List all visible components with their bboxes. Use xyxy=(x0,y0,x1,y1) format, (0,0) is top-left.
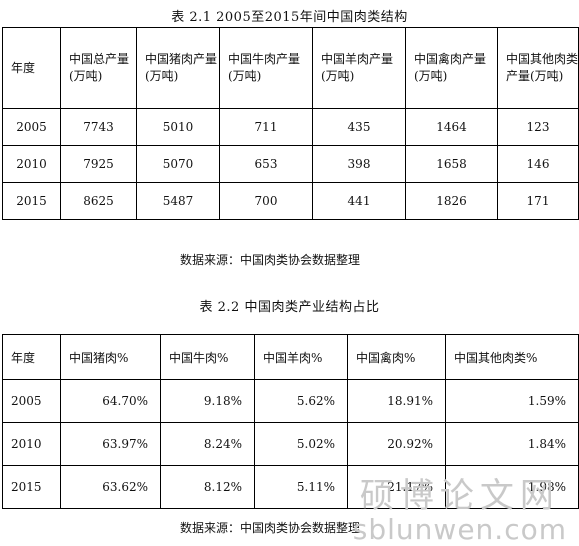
table-row: 2005 7743 5010 711 435 1464 123 xyxy=(2,108,579,146)
table-cell: 5070 xyxy=(136,145,220,183)
table-row: 2015 63.62% 8.12% 5.11% 21.17% 1.98% xyxy=(2,465,579,509)
table-cell: 1.84% xyxy=(445,422,579,466)
table-cell: 1.98% xyxy=(445,465,579,509)
table-cell: 441 xyxy=(312,182,406,220)
table-cell: 63.62% xyxy=(60,465,161,509)
table-cell: 123 xyxy=(497,108,579,146)
table-cell: 7743 xyxy=(60,108,137,146)
table1-source: 数据来源：中国肉类协会数据整理 xyxy=(180,253,361,267)
table-cell: 7925 xyxy=(60,145,137,183)
table1-header-beef: 中国牛肉产量(万吨) xyxy=(219,27,313,109)
table-cell: 1826 xyxy=(405,182,498,220)
table1-header-mutton: 中国羊肉产量(万吨) xyxy=(312,27,406,109)
meat-production-table: 年度 中国总产量(万吨) 中国猪肉产量(万吨) 中国牛肉产量(万吨) 中国羊肉产… xyxy=(2,27,579,220)
meat-share-table: 年度 中国猪肉% 中国牛肉% 中国羊肉% 中国禽肉% 中国其他肉类% 2005 … xyxy=(2,334,579,509)
table-cell: 8625 xyxy=(60,182,137,220)
table-row: 2005 64.70% 9.18% 5.62% 18.91% 1.59% xyxy=(2,379,579,423)
table1-header-poultry: 中国禽肉产量(万吨) xyxy=(405,27,498,109)
table1-header-row: 年度 中国总产量(万吨) 中国猪肉产量(万吨) 中国牛肉产量(万吨) 中国羊肉产… xyxy=(2,27,579,109)
table-cell: 5.02% xyxy=(254,422,348,466)
table-row: 2010 7925 5070 653 398 1658 146 xyxy=(2,145,579,183)
table1-caption: 表 2.1 2005至2015年间中国肉类结构 xyxy=(171,10,408,25)
table-cell: 8.12% xyxy=(160,465,255,509)
table-cell: 2010 xyxy=(2,422,61,466)
table2-header-year: 年度 xyxy=(2,334,61,380)
table-cell: 5.62% xyxy=(254,379,348,423)
table-cell: 5010 xyxy=(136,108,220,146)
table-cell: 398 xyxy=(312,145,406,183)
table-cell: 1464 xyxy=(405,108,498,146)
table-row: 2015 8625 5487 700 441 1826 171 xyxy=(2,182,579,220)
table-cell: 2015 xyxy=(2,465,61,509)
table-cell: 20.92% xyxy=(347,422,446,466)
table-cell: 2005 xyxy=(2,379,61,423)
table-cell: 63.97% xyxy=(60,422,161,466)
table-cell: 2010 xyxy=(2,145,61,183)
table-cell: 2005 xyxy=(2,108,61,146)
table-cell: 1658 xyxy=(405,145,498,183)
table-cell: 171 xyxy=(497,182,579,220)
table-cell: 18.91% xyxy=(347,379,446,423)
table-cell: 2015 xyxy=(2,182,61,220)
table2-header-mutton: 中国羊肉% xyxy=(254,334,348,380)
table-cell: 653 xyxy=(219,145,313,183)
table-cell: 435 xyxy=(312,108,406,146)
table-cell: 5.11% xyxy=(254,465,348,509)
table-cell: 5487 xyxy=(136,182,220,220)
table1-header-other: 中国其他肉类产量(万吨) xyxy=(497,27,579,109)
table1-header-pork: 中国猪肉产量(万吨) xyxy=(136,27,220,109)
table2-header-other: 中国其他肉类% xyxy=(445,334,579,380)
table-cell: 711 xyxy=(219,108,313,146)
table1-header-total: 中国总产量(万吨) xyxy=(60,27,137,109)
table-cell: 700 xyxy=(219,182,313,220)
table2-header-poultry: 中国禽肉% xyxy=(347,334,446,380)
table2-caption: 表 2.2 中国肉类产业结构占比 xyxy=(199,300,380,315)
table-cell: 8.24% xyxy=(160,422,255,466)
table2-source: 数据来源：中国肉类协会数据整理 xyxy=(180,521,361,535)
table2-header-row: 年度 中国猪肉% 中国牛肉% 中国羊肉% 中国禽肉% 中国其他肉类% xyxy=(2,334,579,380)
table-cell: 21.17% xyxy=(347,465,446,509)
table-cell: 146 xyxy=(497,145,579,183)
table-cell: 9.18% xyxy=(160,379,255,423)
table-cell: 64.70% xyxy=(60,379,161,423)
table-row: 2010 63.97% 8.24% 5.02% 20.92% 1.84% xyxy=(2,422,579,466)
table2-header-pork: 中国猪肉% xyxy=(60,334,161,380)
table-cell: 1.59% xyxy=(445,379,579,423)
watermark-url: sblunwen.com xyxy=(352,513,567,546)
table1-header-year: 年度 xyxy=(2,27,61,109)
table2-header-beef: 中国牛肉% xyxy=(160,334,255,380)
